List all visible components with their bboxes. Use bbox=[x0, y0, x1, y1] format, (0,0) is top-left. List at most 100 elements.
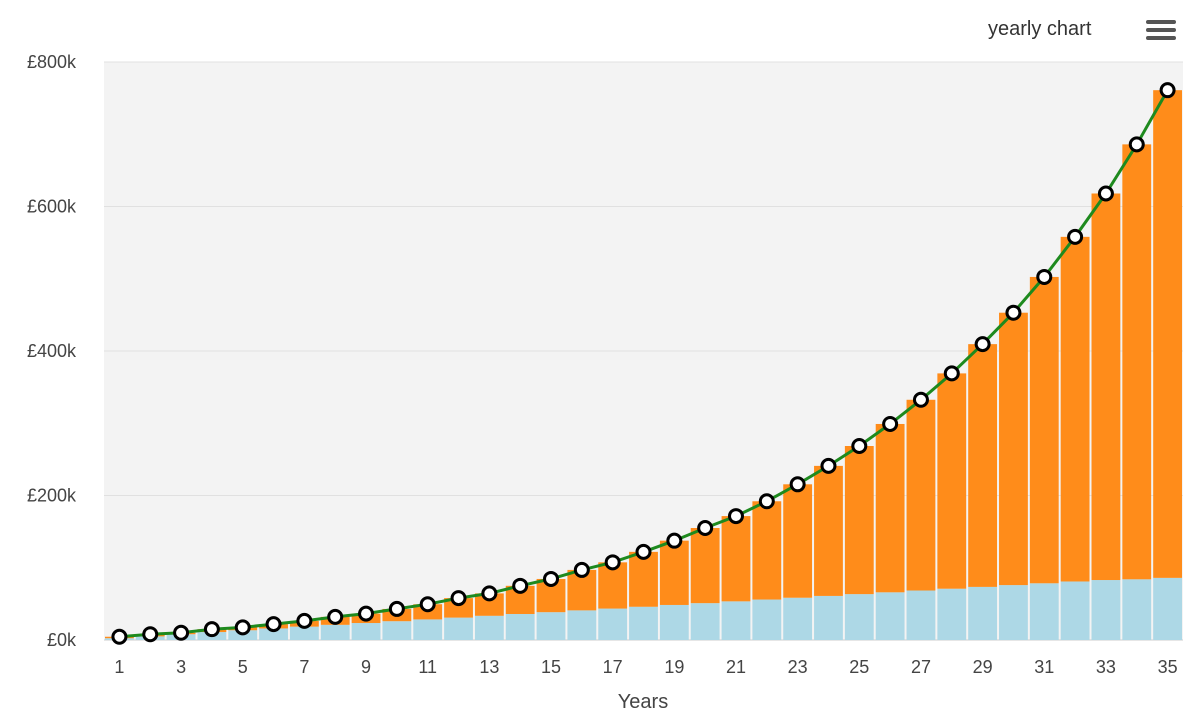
bar-growth bbox=[721, 516, 751, 602]
x-tick-label: 9 bbox=[361, 657, 371, 677]
bar-growth bbox=[906, 399, 936, 591]
x-tick-label: 19 bbox=[664, 657, 684, 677]
total-marker[interactable] bbox=[388, 600, 405, 617]
bar-contributions bbox=[906, 590, 936, 640]
x-tick-label: 15 bbox=[541, 657, 561, 677]
bar-growth bbox=[690, 528, 720, 604]
total-markers bbox=[111, 82, 1176, 645]
bar-contributions bbox=[1122, 579, 1152, 640]
total-marker[interactable] bbox=[727, 508, 744, 525]
bar-growth bbox=[814, 465, 843, 596]
total-marker[interactable] bbox=[234, 619, 251, 636]
bar-contributions bbox=[968, 586, 998, 640]
x-tick-label: 35 bbox=[1158, 657, 1178, 677]
bar-growth bbox=[659, 540, 689, 605]
x-tick-label: 17 bbox=[603, 657, 623, 677]
total-marker[interactable] bbox=[943, 365, 960, 382]
total-marker[interactable] bbox=[912, 391, 929, 408]
total-marker[interactable] bbox=[111, 628, 128, 645]
total-marker[interactable] bbox=[265, 616, 282, 633]
bar-contributions bbox=[289, 626, 319, 640]
bar-growth bbox=[1122, 144, 1152, 580]
x-tick-label: 33 bbox=[1096, 657, 1116, 677]
total-marker[interactable] bbox=[1128, 136, 1145, 153]
x-tick-label: 5 bbox=[238, 657, 248, 677]
total-marker[interactable] bbox=[1097, 185, 1114, 202]
hamburger-menu-icon[interactable] bbox=[1146, 20, 1176, 44]
bar-contributions bbox=[1060, 581, 1090, 640]
bar-contributions bbox=[536, 612, 566, 640]
total-marker[interactable] bbox=[173, 624, 190, 641]
total-marker[interactable] bbox=[419, 596, 436, 613]
bar-growth bbox=[752, 501, 782, 600]
total-marker[interactable] bbox=[203, 621, 220, 638]
bar-growth bbox=[999, 312, 1028, 586]
bar-growth bbox=[474, 593, 504, 616]
bar-growth bbox=[968, 344, 998, 587]
total-marker[interactable] bbox=[820, 457, 837, 474]
bar-growth bbox=[1060, 236, 1090, 582]
bar-contributions bbox=[844, 594, 874, 640]
bar-contributions bbox=[1091, 580, 1121, 640]
total-marker[interactable] bbox=[666, 532, 683, 549]
x-tick-label: 11 bbox=[418, 657, 437, 677]
bar-contributions bbox=[351, 623, 381, 640]
total-marker[interactable] bbox=[512, 577, 529, 594]
menu-line bbox=[1146, 28, 1176, 32]
total-marker[interactable] bbox=[1159, 82, 1176, 99]
y-tick-label: £800k bbox=[27, 52, 77, 72]
x-tick-label: 29 bbox=[973, 657, 993, 677]
total-marker[interactable] bbox=[635, 543, 652, 560]
bar-contributions bbox=[474, 615, 504, 640]
total-marker[interactable] bbox=[1036, 268, 1053, 285]
total-marker[interactable] bbox=[974, 336, 991, 353]
bar-contributions bbox=[752, 599, 782, 640]
bar-contributions bbox=[413, 619, 443, 640]
bar-contributions bbox=[629, 606, 658, 640]
bar-contributions bbox=[1153, 577, 1182, 640]
bar-growth bbox=[1029, 276, 1059, 584]
x-tick-label: 27 bbox=[911, 657, 931, 677]
total-marker[interactable] bbox=[604, 554, 621, 571]
total-marker[interactable] bbox=[450, 590, 467, 607]
total-marker[interactable] bbox=[851, 438, 868, 455]
total-marker[interactable] bbox=[1067, 228, 1084, 245]
bar-contributions bbox=[875, 592, 905, 640]
total-marker[interactable] bbox=[758, 493, 775, 510]
y-axis-ticks: £0k £200k £400k £600k £800k bbox=[27, 52, 77, 650]
x-tick-label: 23 bbox=[788, 657, 808, 677]
y-tick-label: £0k bbox=[47, 630, 77, 650]
total-marker[interactable] bbox=[697, 520, 714, 537]
total-marker[interactable] bbox=[789, 476, 806, 493]
total-marker[interactable] bbox=[481, 585, 498, 602]
bar-contributions bbox=[382, 621, 412, 640]
x-tick-label: 21 bbox=[726, 657, 746, 677]
x-tick-label: 31 bbox=[1034, 657, 1054, 677]
total-marker[interactable] bbox=[327, 608, 344, 625]
bar-contributions bbox=[444, 617, 473, 640]
menu-line bbox=[1146, 36, 1176, 40]
bar-contributions bbox=[721, 601, 751, 640]
total-marker[interactable] bbox=[142, 626, 159, 643]
bar-contributions bbox=[937, 588, 967, 640]
bar-growth bbox=[844, 446, 874, 595]
bar-growth bbox=[1153, 90, 1182, 578]
total-marker[interactable] bbox=[296, 612, 313, 629]
bar-growth bbox=[1091, 193, 1121, 581]
bar-contributions bbox=[567, 610, 597, 640]
total-marker[interactable] bbox=[1005, 304, 1022, 321]
bar-contributions bbox=[259, 628, 288, 640]
x-tick-label: 7 bbox=[299, 657, 309, 677]
bar-contributions bbox=[814, 595, 843, 640]
x-axis-label: Years bbox=[618, 691, 668, 713]
total-marker[interactable] bbox=[882, 415, 899, 432]
total-marker[interactable] bbox=[543, 570, 560, 587]
total-marker[interactable] bbox=[358, 605, 375, 622]
bar-growth bbox=[629, 551, 658, 607]
bar-contributions bbox=[598, 608, 628, 640]
total-marker[interactable] bbox=[573, 561, 590, 578]
y-tick-label: £200k bbox=[27, 486, 77, 506]
menu-line bbox=[1146, 20, 1176, 24]
y-tick-label: £600k bbox=[27, 197, 77, 217]
